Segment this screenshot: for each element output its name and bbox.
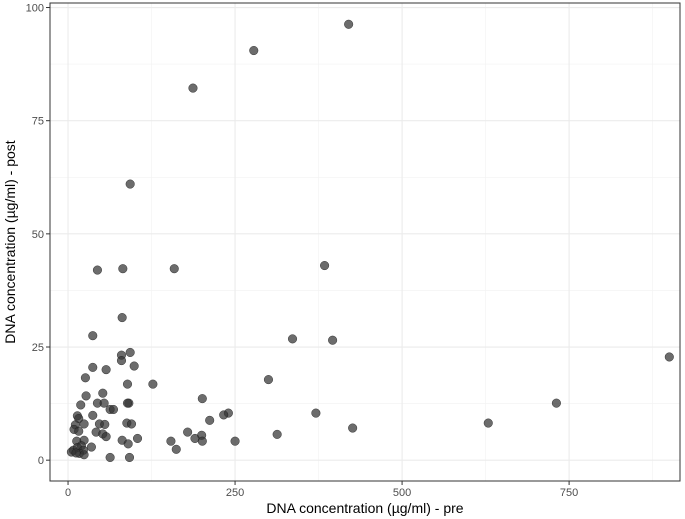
data-point xyxy=(483,418,493,428)
data-point xyxy=(263,375,274,385)
x-tick-label: 250 xyxy=(226,487,244,499)
data-point xyxy=(81,391,91,401)
data-point xyxy=(100,419,110,429)
data-point xyxy=(117,313,127,323)
data-point xyxy=(125,347,135,357)
data-point xyxy=(126,419,137,429)
y-tick-label: 100 xyxy=(26,3,44,15)
data-point xyxy=(169,264,179,274)
x-tick-label: 500 xyxy=(393,487,411,499)
data-point xyxy=(171,444,181,454)
data-point xyxy=(74,426,84,436)
data-point xyxy=(76,400,86,410)
data-point xyxy=(108,404,119,415)
y-axis-title: DNA concentration (µg/ml) - post xyxy=(2,140,18,343)
data-point xyxy=(116,356,127,366)
data-point xyxy=(230,436,240,446)
data-point xyxy=(123,439,133,449)
x-axis-title: DNA concentration (µg/ml) - pre xyxy=(266,500,463,516)
x-axis-tick-labels: 0 250 500 750 xyxy=(65,487,578,499)
data-point xyxy=(249,45,259,56)
data-point xyxy=(311,408,321,418)
major-gridlines xyxy=(50,3,680,481)
data-point xyxy=(71,448,81,458)
data-point xyxy=(125,179,135,189)
data-point xyxy=(320,260,330,271)
data-point xyxy=(88,410,98,420)
y-tick-label: 0 xyxy=(38,455,44,467)
minor-gridlines xyxy=(50,3,680,481)
data-point xyxy=(166,436,176,446)
data-point xyxy=(79,419,89,429)
y-tick-label: 50 xyxy=(32,229,44,241)
data-point xyxy=(79,450,89,460)
data-point xyxy=(188,83,198,93)
data-point xyxy=(101,432,111,442)
y-axis-tick-labels: 0 25 50 75 100 xyxy=(26,3,44,468)
data-point xyxy=(664,352,674,362)
data-point xyxy=(80,373,90,383)
data-point xyxy=(183,427,193,437)
x-tick-label: 750 xyxy=(560,487,578,499)
data-point xyxy=(205,415,215,425)
data-point xyxy=(88,362,98,372)
data-point xyxy=(129,361,139,371)
data-point xyxy=(88,331,98,341)
data-point xyxy=(148,379,158,389)
plot-panel-border xyxy=(49,2,681,482)
data-point xyxy=(122,379,133,389)
data-point xyxy=(92,265,102,275)
data-point xyxy=(328,335,338,345)
x-tick-label: 0 xyxy=(65,487,71,499)
data-point xyxy=(287,334,298,344)
axis-ticks xyxy=(46,7,570,485)
data-point xyxy=(551,398,561,408)
data-point xyxy=(122,398,133,408)
data-point xyxy=(124,452,135,463)
data-point xyxy=(86,442,96,452)
data-point xyxy=(348,423,358,433)
data-point xyxy=(118,264,128,274)
data-point xyxy=(98,388,108,398)
data-point xyxy=(344,19,354,29)
data-point xyxy=(132,433,143,444)
data-point xyxy=(219,410,229,420)
y-tick-label: 75 xyxy=(32,116,44,128)
data-point xyxy=(99,398,109,408)
data-point xyxy=(101,365,111,375)
y-tick-label: 25 xyxy=(32,342,44,354)
data-point xyxy=(197,436,207,446)
data-point xyxy=(105,452,115,463)
data-point xyxy=(197,394,207,404)
data-points xyxy=(66,19,674,463)
data-point xyxy=(272,429,282,439)
